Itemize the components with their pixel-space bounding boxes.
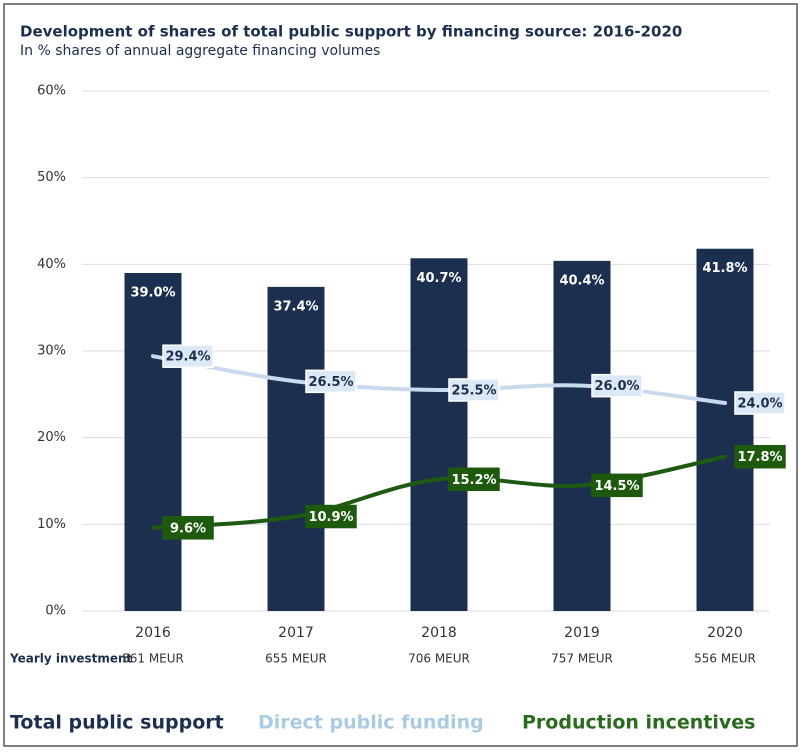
x-tick-label: 2016 — [135, 625, 171, 641]
y-tick-label: 0% — [45, 604, 66, 619]
investment-label: Yearly investment — [9, 652, 133, 666]
investment-value: 706 MEUR — [408, 652, 470, 666]
value-label-box — [162, 344, 214, 368]
investment-value: 655 MEUR — [265, 652, 327, 666]
line-value-label: 15.2% — [451, 473, 496, 488]
investment-value: 757 MEUR — [551, 652, 613, 666]
value-label-box — [448, 378, 500, 402]
chart-title: Development of shares of total public su… — [20, 23, 682, 41]
y-tick-label: 60% — [37, 84, 66, 99]
y-tick-label: 50% — [37, 170, 66, 185]
value-label-box — [734, 444, 786, 469]
investment-value: 556 MEUR — [694, 652, 756, 666]
y-tick-label: 40% — [37, 257, 66, 272]
line-value-label: 25.5% — [451, 384, 496, 399]
x-tick-label: 2020 — [707, 625, 743, 641]
line-value-label: 26.5% — [308, 375, 353, 390]
bar-value-label: 40.4% — [559, 273, 604, 288]
bar — [124, 273, 182, 611]
value-label-box — [162, 516, 214, 540]
y-tick-label: 20% — [37, 430, 66, 445]
chart-subtitle: In % shares of annual aggregate financin… — [20, 43, 380, 59]
line-value-label: 9.6% — [170, 521, 206, 536]
legend-entry: Total public support — [10, 712, 224, 734]
bar — [410, 258, 468, 611]
x-tick-label: 2018 — [421, 625, 457, 641]
legend-entry: Direct public funding — [258, 712, 484, 734]
legend-entry: Production incentives — [522, 712, 755, 734]
bar — [696, 248, 754, 611]
bar — [553, 260, 611, 611]
value-label-box — [734, 391, 786, 415]
bar-value-label: 41.8% — [702, 261, 747, 276]
line-value-label: 14.5% — [594, 479, 639, 494]
y-tick-label: 10% — [37, 517, 66, 532]
frame — [3, 3, 798, 747]
bar-value-label: 39.0% — [130, 286, 175, 301]
bar-value-label: 40.7% — [416, 271, 461, 286]
x-tick-label: 2017 — [278, 625, 314, 641]
line-value-label: 29.4% — [165, 350, 210, 365]
investment-value: 561 MEUR — [122, 652, 184, 666]
line-value-label: 17.8% — [737, 450, 782, 465]
value-label-box — [591, 373, 643, 398]
value-label-box — [305, 369, 357, 394]
value-label-box — [448, 467, 500, 492]
line-value-label: 26.0% — [594, 379, 639, 394]
bar — [267, 286, 325, 611]
bar-value-label: 37.4% — [273, 299, 318, 314]
y-tick-label: 30% — [37, 344, 66, 359]
x-tick-label: 2019 — [564, 625, 600, 641]
line-value-label: 24.0% — [737, 397, 782, 412]
value-label-box — [591, 473, 643, 498]
value-label-box — [305, 504, 357, 529]
line-value-label: 10.9% — [308, 510, 353, 525]
